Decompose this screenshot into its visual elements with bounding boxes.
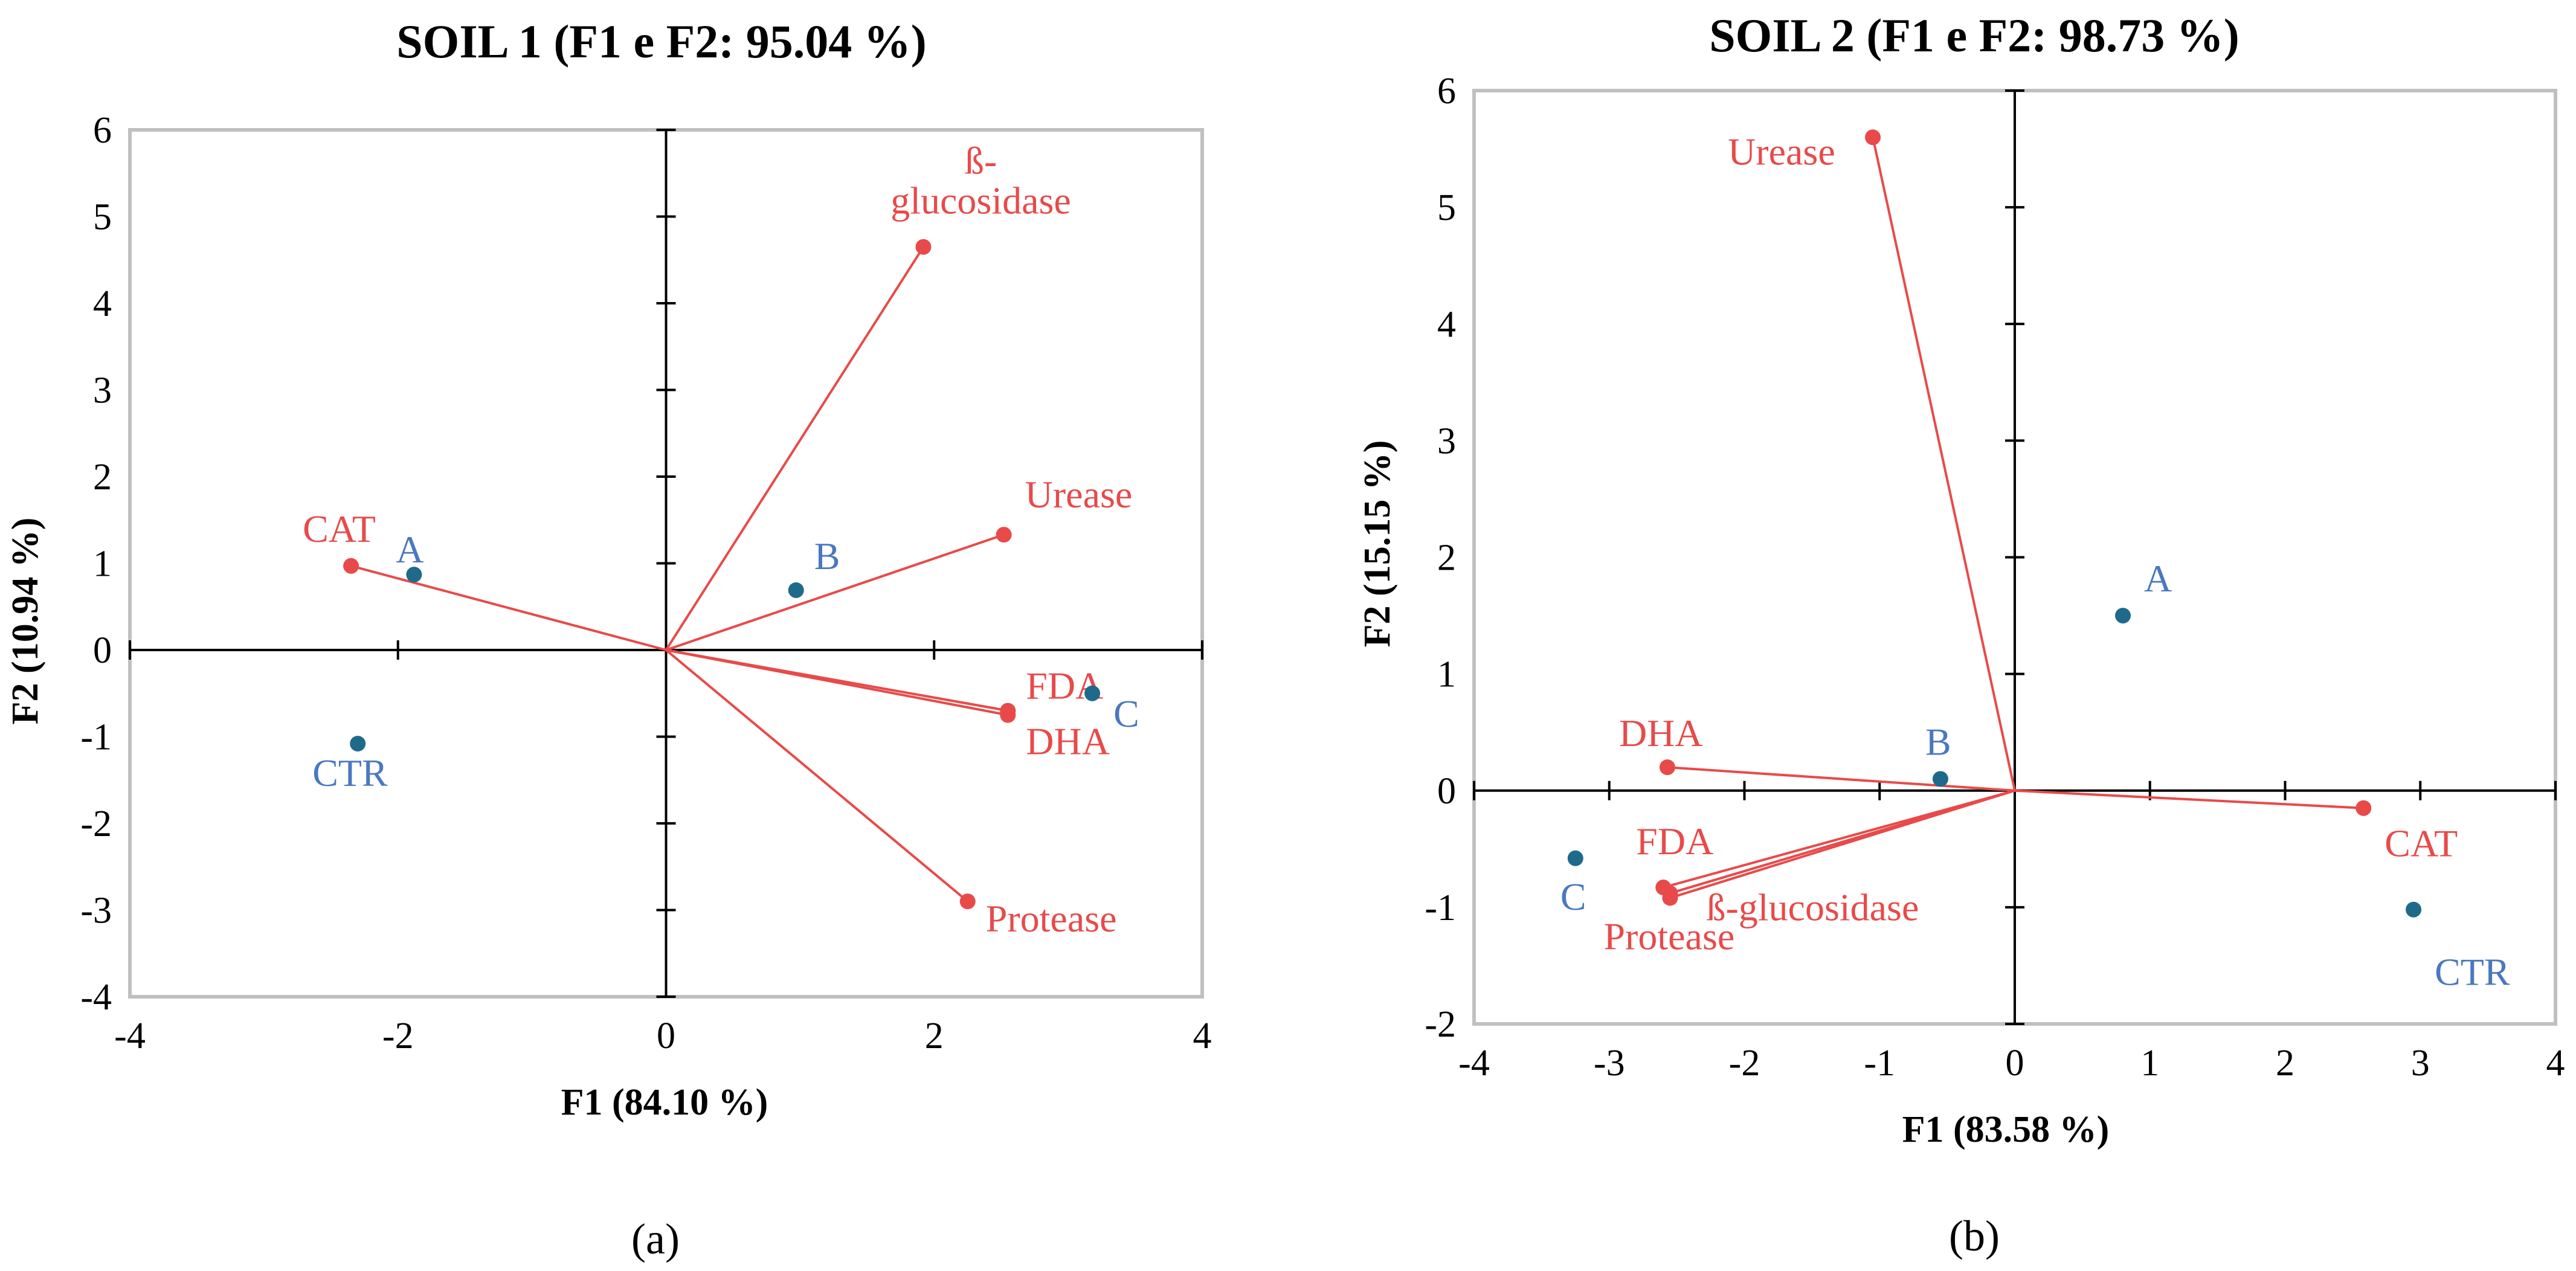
variable-label: ß-glucosidase: [1706, 886, 1919, 929]
chart-title: SOIL 2 (F1 e F2: 98.73 %): [1709, 9, 2239, 62]
x-tick-label: 4: [2546, 1043, 2565, 1084]
y-tick-label: 5: [93, 197, 112, 238]
y-tick-label: 6: [93, 110, 112, 151]
y-tick-label: 3: [1437, 420, 1456, 462]
chart-title: SOIL 1 (F1 e F2: 95.04 %): [396, 15, 926, 68]
loading-vector: [1872, 137, 2016, 791]
y-tick-label: -1: [80, 717, 112, 758]
x-tick-label: -3: [1594, 1043, 1625, 1084]
x-tick-label: 1: [2140, 1043, 2159, 1084]
x-tick-label: -2: [382, 1015, 414, 1057]
x-tick-label: -1: [1864, 1043, 1895, 1084]
variable-point: [915, 239, 932, 255]
observation-point: [2406, 901, 2422, 918]
y-axis-title: F2 (15.15 %): [1357, 440, 1398, 648]
observation-point: [1567, 850, 1583, 866]
observation-point: [1084, 685, 1101, 701]
variable-label: glucosidase: [890, 179, 1071, 222]
variable-point: [959, 893, 976, 910]
y-tick-label: -4: [80, 977, 112, 1018]
x-tick-label: 2: [2276, 1043, 2294, 1084]
variable-point: [1659, 759, 1675, 776]
observation-point: [2115, 608, 2131, 624]
variable-point: [996, 527, 1012, 543]
variable-point: [1000, 707, 1016, 723]
variable-label: ß-: [965, 140, 997, 182]
x-tick-label: -4: [1458, 1043, 1490, 1084]
y-tick-label: 2: [93, 457, 112, 498]
variable-label: CAT: [2384, 822, 2458, 865]
x-tick-label: 2: [925, 1015, 944, 1057]
x-tick-label: -2: [1729, 1043, 1760, 1084]
y-tick-label: -1: [1425, 887, 1456, 928]
observation-point: [406, 567, 422, 583]
variable-label: DHA: [1026, 720, 1110, 763]
y-tick-label: -2: [80, 803, 112, 845]
x-axis-title: F1 (84.10 %): [561, 1082, 768, 1123]
observation-label: B: [814, 535, 840, 578]
loading-vector: [350, 564, 667, 651]
y-tick-label: -3: [80, 890, 112, 932]
variable-label: Protease: [986, 897, 1117, 940]
observation-point: [350, 735, 366, 751]
variable-label: Protease: [1603, 915, 1734, 957]
loading-vector: [1667, 766, 2015, 792]
chart-panel-a: SOIL 1 (F1 e F2: 95.04 %) F1 (84.10 %) F…: [5, 15, 1212, 1263]
x-axis-title: F1 (83.58 %): [1902, 1109, 2110, 1150]
loading-vector: [665, 246, 925, 651]
loading-vector: [665, 649, 968, 903]
y-tick-label: 0: [93, 630, 112, 671]
y-tick-label: 1: [1437, 654, 1456, 695]
observation-label: CTR: [2435, 951, 2510, 994]
variable-label: FDA: [1636, 820, 1713, 863]
variable-point: [1865, 129, 1881, 146]
variable-label: Urease: [1025, 473, 1133, 516]
observation-label: C: [1113, 692, 1139, 735]
y-tick-label: 3: [93, 370, 112, 411]
y-tick-label: 6: [1437, 71, 1456, 112]
y-tick-label: 4: [93, 283, 112, 324]
observation-label: A: [396, 528, 423, 571]
x-tick-label: 0: [2006, 1043, 2024, 1084]
x-tick-label: 4: [1193, 1015, 1212, 1057]
y-tick-label: -2: [1425, 1004, 1456, 1045]
y-tick-label: 0: [1437, 771, 1456, 812]
x-tick-label: 0: [657, 1015, 675, 1057]
observation-label: CTR: [312, 751, 388, 794]
y-tick-label: 4: [1437, 304, 1456, 345]
observation-label: B: [1925, 720, 1951, 763]
observation-label: A: [2144, 557, 2172, 600]
variable-label: DHA: [1619, 712, 1703, 755]
variable-label: Urease: [1728, 130, 1835, 173]
observation-label: C: [1560, 875, 1586, 918]
variable-point: [2355, 800, 2372, 816]
variable-point: [343, 558, 359, 574]
y-tick-label: 5: [1437, 187, 1456, 228]
chart-panel-b: SOIL 2 (F1 e F2: 98.73 %) F1 (83.58 %) F…: [1357, 9, 2565, 1260]
loading-vector: [665, 533, 1005, 651]
variable-label: CAT: [303, 507, 376, 550]
loading-vector: [2014, 789, 2364, 809]
x-tick-label: 3: [2411, 1043, 2430, 1084]
x-tick-label: -4: [114, 1015, 146, 1057]
y-tick-label: 2: [1437, 538, 1456, 579]
panel-label: (b): [1949, 1212, 2000, 1260]
variable-point: [1662, 890, 1678, 906]
observation-point: [788, 582, 804, 598]
observation-point: [1932, 771, 1948, 787]
loading-vector: [666, 649, 1008, 716]
y-axis-title: F2 (10.94 %): [5, 518, 46, 725]
loading-vector: [1663, 789, 2015, 889]
panel-label: (a): [631, 1215, 680, 1263]
loading-vector: [1669, 789, 2015, 899]
y-tick-label: 1: [93, 544, 112, 585]
